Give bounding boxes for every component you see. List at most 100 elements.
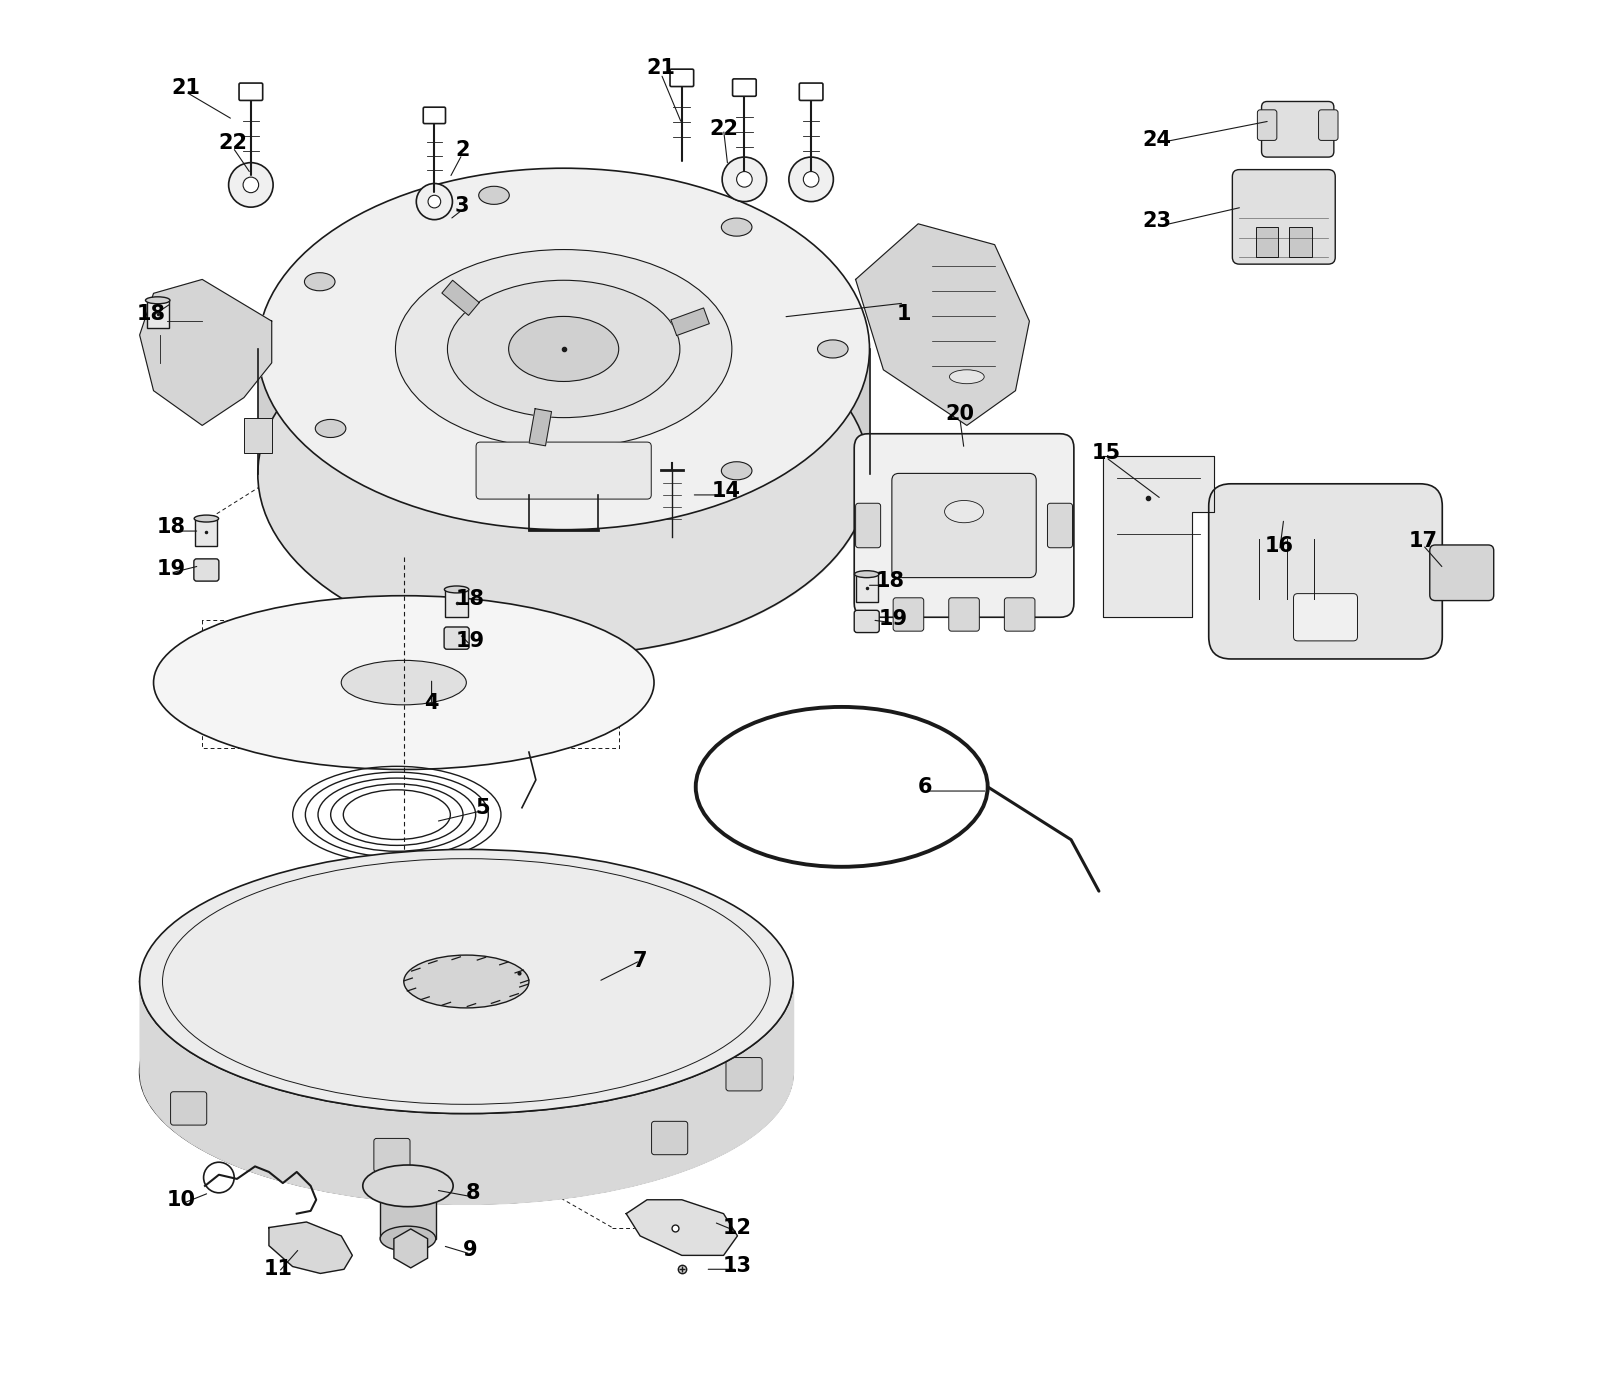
Circle shape xyxy=(736,171,752,187)
Text: 18: 18 xyxy=(875,571,906,591)
FancyBboxPatch shape xyxy=(854,610,880,632)
Ellipse shape xyxy=(258,294,869,655)
Bar xyxy=(1256,227,1278,258)
Ellipse shape xyxy=(478,187,509,205)
Text: 7: 7 xyxy=(634,950,648,971)
Ellipse shape xyxy=(341,660,466,705)
Ellipse shape xyxy=(722,461,752,479)
Ellipse shape xyxy=(258,169,869,529)
Circle shape xyxy=(429,195,440,208)
Bar xyxy=(243,418,272,453)
Circle shape xyxy=(416,184,453,220)
Text: 5: 5 xyxy=(475,798,490,818)
Text: 17: 17 xyxy=(1408,531,1437,550)
FancyBboxPatch shape xyxy=(891,474,1037,578)
FancyBboxPatch shape xyxy=(1318,110,1338,141)
FancyBboxPatch shape xyxy=(445,627,469,649)
Ellipse shape xyxy=(395,249,731,449)
FancyBboxPatch shape xyxy=(194,559,219,581)
Ellipse shape xyxy=(139,850,794,1113)
Text: 3: 3 xyxy=(454,196,469,216)
Bar xyxy=(1290,227,1312,258)
Polygon shape xyxy=(530,408,552,446)
Ellipse shape xyxy=(363,1165,453,1206)
FancyBboxPatch shape xyxy=(374,1138,410,1172)
Text: 16: 16 xyxy=(1266,536,1294,556)
Text: 21: 21 xyxy=(646,59,675,78)
Ellipse shape xyxy=(139,940,794,1204)
Bar xyxy=(147,301,170,329)
FancyBboxPatch shape xyxy=(726,1057,762,1091)
FancyBboxPatch shape xyxy=(238,84,262,100)
Text: 4: 4 xyxy=(424,694,438,713)
Ellipse shape xyxy=(818,340,848,358)
Polygon shape xyxy=(670,308,709,336)
Ellipse shape xyxy=(854,571,878,578)
FancyBboxPatch shape xyxy=(1005,598,1035,631)
FancyBboxPatch shape xyxy=(1208,483,1442,659)
Ellipse shape xyxy=(944,500,984,522)
Polygon shape xyxy=(442,280,480,315)
Text: 13: 13 xyxy=(723,1256,752,1276)
Circle shape xyxy=(789,157,834,202)
Text: 8: 8 xyxy=(466,1183,480,1202)
Circle shape xyxy=(243,177,259,192)
Bar xyxy=(381,1185,435,1238)
Text: 19: 19 xyxy=(878,609,907,628)
Text: 14: 14 xyxy=(712,481,741,500)
Text: 11: 11 xyxy=(264,1259,293,1279)
Ellipse shape xyxy=(194,515,219,522)
FancyBboxPatch shape xyxy=(523,1011,558,1045)
Bar xyxy=(856,574,878,602)
Polygon shape xyxy=(269,1222,352,1273)
FancyBboxPatch shape xyxy=(854,433,1074,617)
FancyBboxPatch shape xyxy=(245,1028,282,1061)
FancyBboxPatch shape xyxy=(1261,102,1334,157)
Ellipse shape xyxy=(403,956,530,1009)
Text: 18: 18 xyxy=(456,589,485,609)
Ellipse shape xyxy=(304,273,334,291)
FancyBboxPatch shape xyxy=(1048,503,1072,547)
Ellipse shape xyxy=(381,1226,435,1251)
Polygon shape xyxy=(1102,456,1214,617)
Ellipse shape xyxy=(146,297,170,304)
FancyBboxPatch shape xyxy=(171,1092,206,1126)
Ellipse shape xyxy=(722,219,752,237)
Text: 21: 21 xyxy=(171,78,200,98)
FancyBboxPatch shape xyxy=(893,598,923,631)
Text: 9: 9 xyxy=(464,1240,478,1259)
Text: 6: 6 xyxy=(918,777,933,797)
FancyBboxPatch shape xyxy=(949,598,979,631)
Ellipse shape xyxy=(448,280,680,418)
FancyBboxPatch shape xyxy=(670,70,694,86)
Circle shape xyxy=(722,157,766,202)
Polygon shape xyxy=(626,1199,738,1255)
Text: 18: 18 xyxy=(157,517,186,536)
Text: 19: 19 xyxy=(157,559,186,578)
Ellipse shape xyxy=(315,419,346,437)
FancyBboxPatch shape xyxy=(477,442,651,499)
FancyBboxPatch shape xyxy=(1430,545,1494,600)
Text: 22: 22 xyxy=(218,134,248,153)
Text: 1: 1 xyxy=(898,304,912,325)
Text: 24: 24 xyxy=(1142,131,1171,150)
Text: 18: 18 xyxy=(136,304,165,325)
FancyBboxPatch shape xyxy=(733,79,757,96)
FancyBboxPatch shape xyxy=(424,107,445,124)
FancyBboxPatch shape xyxy=(800,84,822,100)
Text: 19: 19 xyxy=(456,631,485,651)
Polygon shape xyxy=(139,280,272,425)
Text: 22: 22 xyxy=(709,120,738,139)
FancyBboxPatch shape xyxy=(1232,170,1336,265)
Text: 23: 23 xyxy=(1142,212,1171,231)
Polygon shape xyxy=(856,224,1029,425)
FancyBboxPatch shape xyxy=(856,503,880,547)
Ellipse shape xyxy=(154,596,654,769)
Ellipse shape xyxy=(949,369,984,383)
Text: 15: 15 xyxy=(1091,443,1120,464)
FancyBboxPatch shape xyxy=(1293,593,1357,641)
Text: 10: 10 xyxy=(166,1190,195,1209)
FancyBboxPatch shape xyxy=(1258,110,1277,141)
Text: 2: 2 xyxy=(454,141,469,160)
FancyBboxPatch shape xyxy=(651,1121,688,1155)
